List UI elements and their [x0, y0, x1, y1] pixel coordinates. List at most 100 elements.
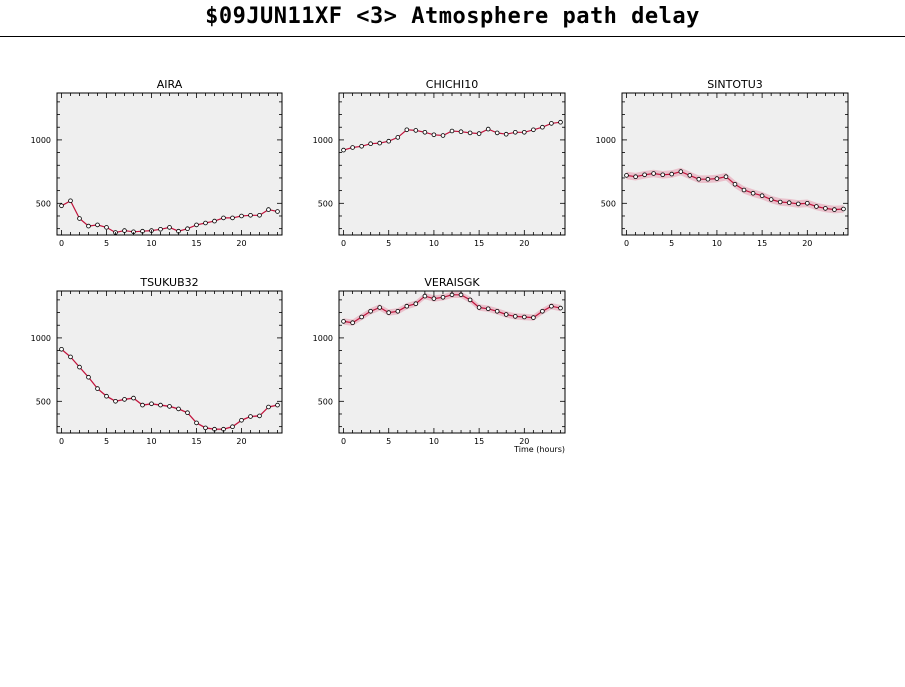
- data-point: [531, 315, 536, 320]
- data-point: [669, 171, 674, 177]
- data-point: [395, 135, 401, 140]
- x-tick-label: 20: [802, 239, 812, 248]
- data-point: [122, 397, 127, 402]
- x-tick-label: 0: [59, 437, 64, 446]
- data-point: [77, 364, 82, 370]
- data-point: [458, 129, 464, 135]
- x-tick-label: 20: [519, 437, 529, 446]
- data-point: [230, 215, 235, 221]
- x-tick-label: 15: [474, 437, 484, 446]
- data-point: [404, 127, 410, 133]
- plot-background: [339, 93, 565, 235]
- data-point: [203, 425, 208, 431]
- data-point: [759, 193, 765, 199]
- x-tick-label: 15: [474, 239, 484, 248]
- data-point: [714, 176, 720, 181]
- plot-background: [622, 93, 848, 235]
- data-point: [503, 131, 509, 137]
- data-point: [786, 200, 792, 206]
- data-point: [122, 228, 127, 233]
- data-point: [494, 308, 500, 314]
- x-tick-label: 15: [191, 437, 201, 446]
- chart-title: SINTOTU3: [707, 78, 763, 91]
- data-point: [176, 406, 181, 412]
- x-tick-label: 0: [59, 239, 64, 248]
- data-point: [413, 128, 419, 133]
- chart-title: CHICHI10: [426, 78, 478, 91]
- data-point: [768, 197, 774, 202]
- data-point: [804, 201, 810, 206]
- data-point: [750, 190, 756, 196]
- data-point: [777, 199, 783, 205]
- data-point: [350, 145, 355, 150]
- data-point: [660, 172, 665, 178]
- data-point: [368, 308, 373, 314]
- data-point: [104, 393, 109, 399]
- data-point: [494, 130, 500, 136]
- data-point: [705, 176, 711, 182]
- data-point: [104, 225, 109, 230]
- data-point: [485, 126, 491, 132]
- data-point: [823, 206, 828, 211]
- x-tick-label: 5: [669, 239, 674, 248]
- chart-veraisgk: 0 5 10 15 20 500 1000 VERAISGK Time (hours): [313, 276, 566, 454]
- data-point: [266, 207, 271, 212]
- x-tick-label: 10: [146, 437, 156, 446]
- x-axis-label: Time (hours): [513, 445, 565, 454]
- y-tick-label: 1000: [313, 334, 333, 343]
- data-point: [113, 398, 118, 404]
- x-tick-label: 0: [341, 239, 346, 248]
- data-point: [149, 401, 154, 407]
- chart-sintotu3: 0 5 10 15 20 500 1000 SINTOTU3: [596, 78, 849, 248]
- x-tick-label: 10: [712, 239, 722, 248]
- data-point: [678, 169, 684, 174]
- data-point: [185, 226, 190, 232]
- data-point: [422, 293, 428, 299]
- data-point: [549, 303, 554, 309]
- data-point: [194, 222, 199, 228]
- data-point: [476, 305, 482, 310]
- data-point: [257, 413, 262, 419]
- data-point: [651, 171, 656, 176]
- y-tick-label: 500: [36, 199, 51, 208]
- x-tick-label: 5: [386, 239, 391, 248]
- data-point: [485, 306, 491, 312]
- data-point: [540, 308, 545, 314]
- data-point: [68, 354, 73, 360]
- data-point: [95, 222, 100, 228]
- x-tick-label: 15: [757, 239, 767, 248]
- data-point: [230, 424, 235, 430]
- data-point: [440, 133, 446, 138]
- data-point: [266, 404, 271, 410]
- data-point: [386, 310, 392, 315]
- page-title: $09JUN11XF <3> Atmosphere path delay: [205, 4, 700, 29]
- data-point: [59, 346, 64, 352]
- data-point: [68, 198, 73, 204]
- data-point: [512, 130, 518, 135]
- data-point: [221, 215, 226, 221]
- x-tick-label: 5: [104, 239, 109, 248]
- data-point: [413, 301, 419, 307]
- data-point: [167, 225, 172, 230]
- data-point: [723, 174, 729, 180]
- data-point: [275, 402, 280, 408]
- data-point: [377, 305, 383, 310]
- data-point: [158, 402, 163, 408]
- data-point: [540, 124, 545, 130]
- data-point: [275, 209, 280, 214]
- data-point: [521, 314, 527, 320]
- data-point: [549, 121, 554, 126]
- y-tick-label: 1000: [313, 136, 333, 145]
- data-point: [642, 172, 647, 178]
- data-point: [86, 374, 91, 380]
- y-tick-label: 1000: [31, 136, 51, 145]
- data-point: [248, 213, 253, 218]
- x-tick-label: 20: [519, 239, 529, 248]
- data-point: [212, 218, 217, 224]
- plot-background: [57, 93, 282, 235]
- data-point: [131, 395, 136, 401]
- data-point: [687, 173, 693, 178]
- data-point: [449, 128, 455, 134]
- data-point: [732, 182, 738, 187]
- data-point: [814, 204, 819, 209]
